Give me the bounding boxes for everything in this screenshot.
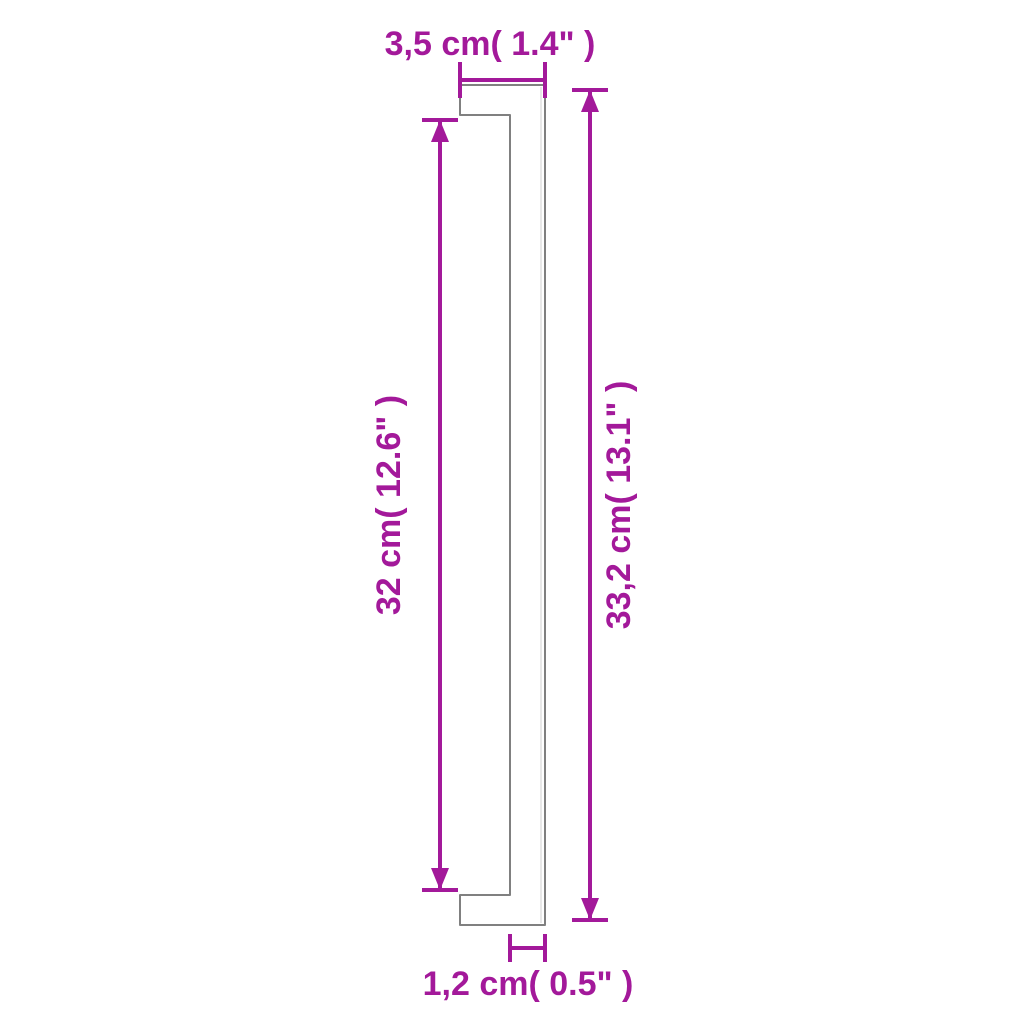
dimension-annotations: 3,5 cm( 1.4" ) 32 cm( 12.6" ) 33,2 cm( 13.… (370, 25, 638, 1003)
dim-label-height-outer: 33,2 cm( 13.1" ) (600, 381, 638, 630)
handle-object (460, 85, 545, 925)
dimension-diagram: 3,5 cm( 1.4" ) 32 cm( 12.6" ) 33,2 cm( 13.… (0, 0, 1024, 1024)
dim-label-thickness: 1,2 cm( 0.5" ) (423, 965, 634, 1003)
dim-label-height-inner: 32 cm( 12.6" ) (370, 395, 408, 615)
dim-label-width-top: 3,5 cm( 1.4" ) (385, 25, 596, 63)
